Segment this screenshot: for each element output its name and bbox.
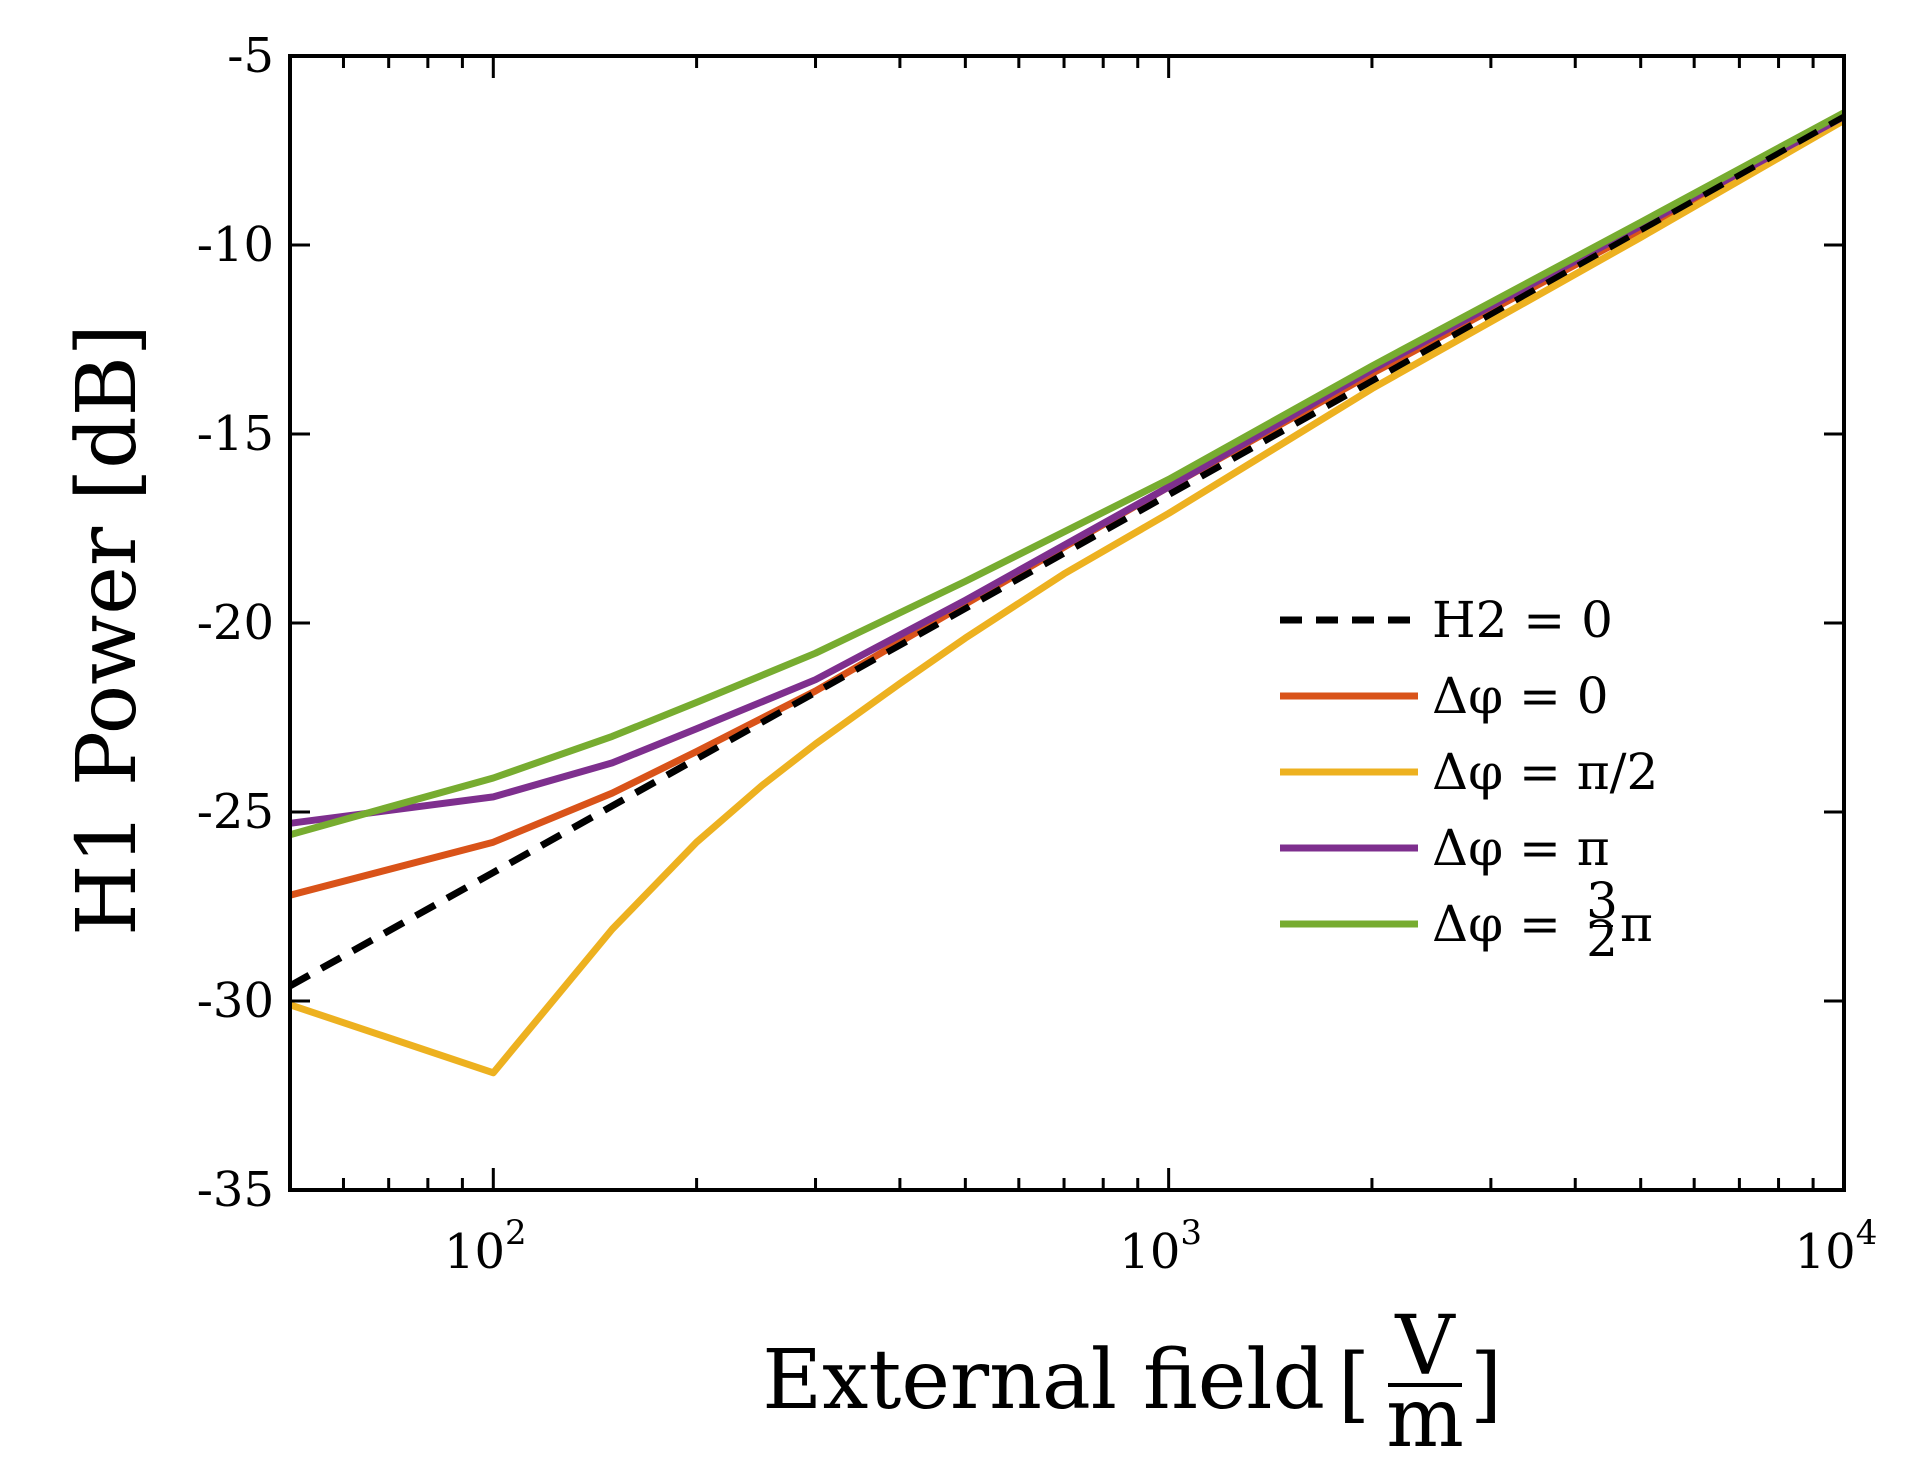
legend-label-1: Δφ = 0 [1432, 667, 1609, 725]
series-line-2 [288, 117, 1846, 1077]
y-tick-label: -35 [197, 1162, 274, 1218]
legend-label-0: H2 = 0 [1432, 591, 1613, 649]
series-layer [288, 109, 1846, 1077]
series-line-4 [289, 109, 1846, 839]
legend-label-3: Δφ = π [1432, 819, 1610, 877]
y-axis-label: H1 Power [dB] [60, 324, 155, 936]
legend-label-4: Δφ = [1432, 895, 1561, 953]
y-tick-label: -15 [197, 406, 274, 462]
x-tick-label: 104 [1795, 1213, 1878, 1280]
x-axis-label: External field [762, 1333, 1325, 1428]
x-tick-label: 103 [1119, 1213, 1202, 1280]
x-tick-label: 102 [444, 1213, 527, 1280]
legend: H2 = 0 Δφ = 0 Δφ = π/2 Δφ = π Δφ = 32 π [1280, 591, 1658, 968]
x-unit-numerator: V [1394, 1299, 1456, 1394]
y-tick-label: -20 [197, 595, 274, 651]
legend-frac-tail: π [1620, 895, 1653, 953]
y-tick-label: -5 [227, 28, 274, 84]
x-unit-left-bracket: [ [1338, 1337, 1370, 1432]
x-unit-denominator: m [1386, 1371, 1464, 1466]
axes-layer: -35 -30 -25 -20 -15 -10 -5 102 103 104 [197, 28, 1878, 1280]
y-tick-label: -25 [197, 784, 274, 840]
legend-frac-denominator: 2 [1586, 910, 1618, 968]
x-unit-right-bracket: ] [1470, 1337, 1502, 1432]
legend-label-2: Δφ = π/2 [1432, 743, 1658, 801]
legend-frac-numerator: 3 [1586, 872, 1618, 930]
x-axis-unit: [ V m ] [1338, 1299, 1502, 1466]
y-tick-label: -30 [197, 973, 274, 1029]
y-tick-label: -10 [197, 217, 274, 273]
series-line-reference-overlay [288, 113, 1846, 989]
